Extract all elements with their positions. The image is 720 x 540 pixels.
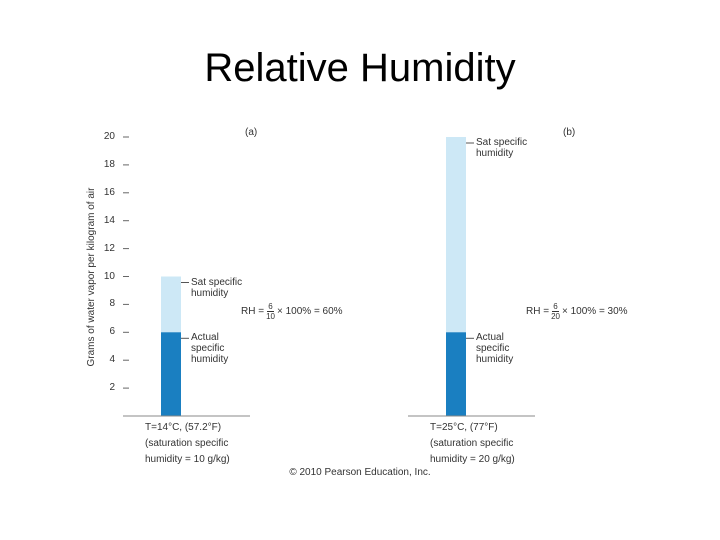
series-label: Sat specific humidity [191, 276, 243, 299]
rh-suffix: × 100% = 30% [561, 305, 628, 317]
rh-suffix: × 100% = 60% [276, 305, 343, 317]
caption: humidity = 10 g/kg) [145, 454, 230, 465]
bar [161, 332, 181, 416]
y-tick-label: 20 [103, 131, 115, 142]
caption: (saturation specific [430, 438, 514, 449]
panel-label: (a) [245, 127, 258, 138]
rh-numerator: 6 [267, 302, 274, 313]
y-tick-label: 2 [109, 382, 115, 394]
caption: humidity = 20 g/kg) [430, 454, 515, 465]
series-label: Actual specific humidity [476, 332, 514, 366]
y-tick-label: 4 [109, 354, 115, 366]
rh-prefix: RH = [526, 305, 550, 317]
rh-formula: RH = 6 10 × 100% = 60% [241, 302, 343, 321]
y-tick-label: 6 [109, 326, 115, 338]
rh-denominator: 10 [266, 312, 275, 322]
caption: (saturation specific [145, 438, 229, 449]
caption: T=14°C, (57.2°F) [145, 422, 222, 433]
rh-formula: RH = 6 20 × 100% = 30% [526, 302, 628, 321]
series-label: Actual specific humidity [191, 332, 229, 366]
y-tick-label: 16 [103, 186, 115, 198]
y-tick-label: 12 [103, 242, 115, 254]
caption: T=25°C, (77°F) [430, 422, 498, 433]
rh-fraction: 6 20 [551, 302, 560, 321]
y-tick-label: 10 [103, 270, 115, 282]
slide-title: Relative Humidity [204, 46, 516, 90]
bar [446, 332, 466, 416]
copyright: © 2010 Pearson Education, Inc. [289, 467, 431, 478]
series-label: Sat specific humidity [476, 137, 528, 159]
y-axis-label: Grams of water vapor per kilogram of air [86, 187, 97, 366]
rh-fraction: 6 10 [266, 302, 275, 321]
y-tick-label: 14 [103, 214, 115, 226]
rh-denominator: 20 [551, 312, 560, 322]
rh-numerator: 6 [552, 302, 559, 313]
y-tick-label: 18 [103, 158, 115, 170]
rh-prefix: RH = [241, 305, 265, 317]
y-tick-label: 8 [109, 298, 115, 310]
panel-label: (b) [563, 127, 576, 138]
